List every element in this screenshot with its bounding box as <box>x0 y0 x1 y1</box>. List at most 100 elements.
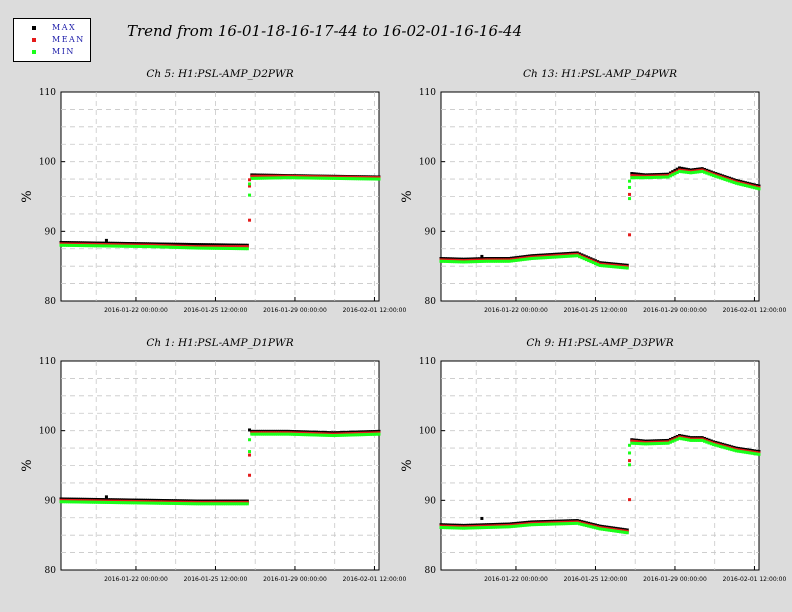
data-point <box>614 529 618 533</box>
data-point <box>637 172 641 176</box>
data-point <box>226 502 230 506</box>
outlier-point <box>248 178 252 182</box>
data-point <box>65 243 69 247</box>
data-point <box>696 438 700 442</box>
data-point <box>375 432 379 436</box>
data-point <box>373 177 377 181</box>
data-point <box>295 176 299 180</box>
data-point <box>446 259 450 263</box>
data-point <box>541 522 545 526</box>
x-tick-label: 2016-01-25 12:00:00 <box>564 576 628 583</box>
data-point <box>252 174 256 178</box>
data-point <box>637 442 641 446</box>
outlier-point <box>248 182 252 186</box>
data-point <box>154 245 158 249</box>
data-point <box>219 243 223 247</box>
data-point <box>366 177 370 181</box>
data-point <box>189 246 193 250</box>
data-point <box>232 247 236 251</box>
data-point <box>748 185 752 189</box>
data-point <box>187 246 191 250</box>
data-point <box>546 256 550 260</box>
data-point <box>204 243 208 247</box>
data-point <box>358 177 362 181</box>
data-point <box>607 264 611 268</box>
data-point <box>143 501 147 505</box>
data-point <box>618 530 622 534</box>
data-point <box>550 255 554 259</box>
data-point <box>115 244 119 248</box>
data-point <box>104 244 108 248</box>
data-point <box>521 524 525 528</box>
data-point <box>639 174 643 178</box>
y-tick-label: 100 <box>39 427 56 437</box>
data-point <box>584 524 588 528</box>
data-point <box>448 260 452 264</box>
data-point <box>271 432 275 436</box>
data-point <box>480 259 484 263</box>
data-point <box>568 522 572 526</box>
y-tick-label: 110 <box>39 357 56 367</box>
outlier-point <box>480 516 484 520</box>
data-point <box>217 243 221 247</box>
data-point <box>265 176 269 180</box>
data-point <box>623 266 627 270</box>
data-point <box>174 245 178 249</box>
data-point <box>444 526 448 530</box>
data-point <box>593 262 597 266</box>
data-point <box>81 244 85 248</box>
data-point <box>250 174 254 178</box>
data-point <box>693 170 697 174</box>
data-point <box>211 502 215 506</box>
outlier-point <box>104 495 108 499</box>
data-point <box>135 501 139 505</box>
data-point <box>102 244 106 248</box>
data-point <box>575 521 579 525</box>
data-point <box>206 245 210 249</box>
data-point <box>156 245 160 249</box>
data-point <box>180 246 184 250</box>
data-point <box>100 500 104 504</box>
data-point <box>219 245 223 249</box>
data-point <box>739 182 743 186</box>
data-point <box>224 245 228 249</box>
data-point <box>211 246 215 250</box>
data-point <box>180 242 184 246</box>
data-point <box>124 501 128 505</box>
data-point <box>598 527 602 531</box>
data-point <box>734 181 738 185</box>
data-point <box>564 254 568 258</box>
y-tick-label: 100 <box>419 427 436 437</box>
data-point <box>245 247 249 251</box>
data-point <box>730 180 734 184</box>
outlier-point <box>248 450 252 454</box>
data-point <box>487 259 491 263</box>
data-point <box>76 500 80 504</box>
data-point <box>94 244 98 248</box>
data-point <box>319 433 323 437</box>
data-point <box>102 500 106 504</box>
data-point <box>275 176 279 180</box>
data-point <box>171 242 175 246</box>
data-point <box>439 259 443 263</box>
data-point <box>195 246 199 250</box>
data-point <box>630 176 634 180</box>
data-point <box>632 172 636 176</box>
data-point <box>325 433 329 437</box>
data-point <box>230 502 234 506</box>
data-point <box>148 501 152 505</box>
data-point <box>275 432 279 436</box>
data-point <box>523 257 527 261</box>
chart-panel: 80 90 100 110 2016-01-22 00:00:00 2016-01-25 … <box>20 68 406 314</box>
outlier-point <box>628 443 632 447</box>
data-point <box>299 433 303 437</box>
data-point <box>568 254 572 258</box>
data-point <box>641 173 645 177</box>
data-point <box>702 170 706 174</box>
data-point <box>582 523 586 527</box>
data-point <box>671 439 675 443</box>
data-point <box>258 174 262 178</box>
data-point <box>355 177 359 181</box>
data-point <box>559 522 563 526</box>
data-point <box>319 176 323 180</box>
